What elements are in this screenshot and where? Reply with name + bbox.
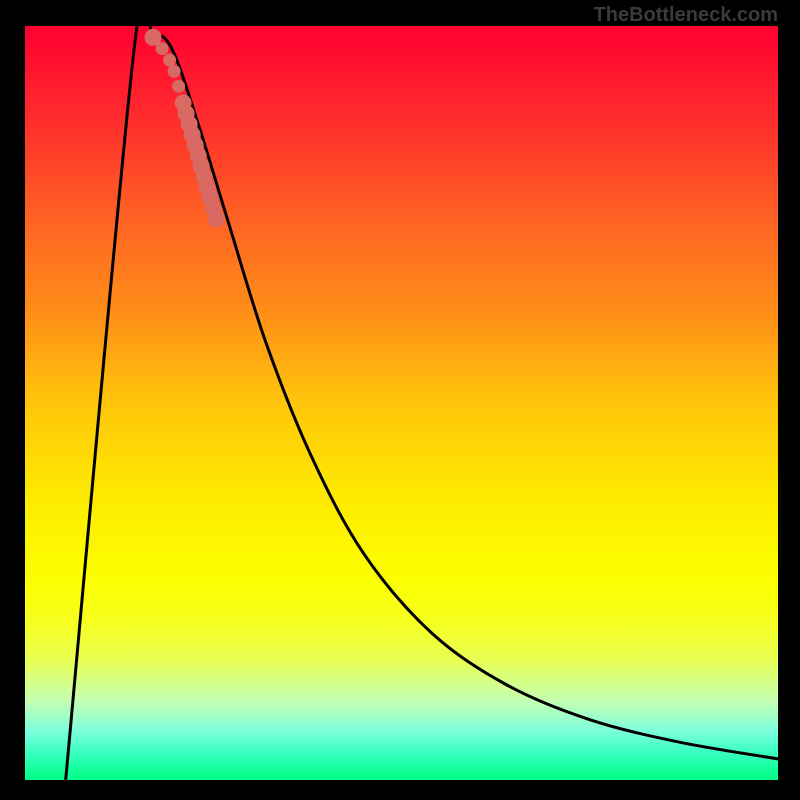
marker-group [145,29,224,227]
marker-point [145,29,161,45]
plot-area [25,26,778,780]
bottleneck-curve [66,26,778,780]
marker-point [168,65,180,77]
marker-point [156,43,168,55]
watermark-text: TheBottleneck.com [594,4,778,27]
marker-point [208,211,224,227]
marker-point [173,80,185,92]
marker-point [164,54,176,66]
curve-svg [25,26,778,780]
